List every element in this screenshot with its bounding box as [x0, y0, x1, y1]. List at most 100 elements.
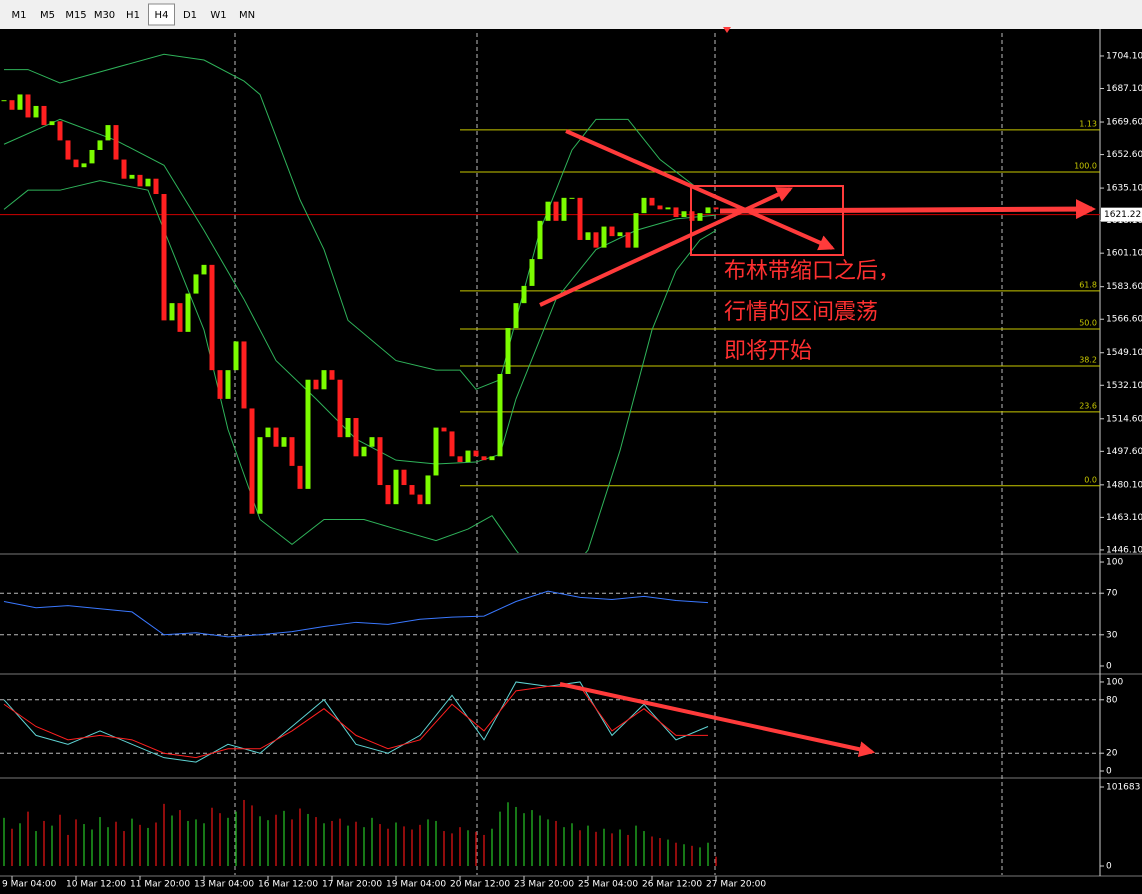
- x-tick-label: 13 Mar 04:00: [194, 880, 254, 890]
- bollinger-band: [3, 118, 717, 465]
- panel-separators: [0, 29, 1142, 877]
- y-tick-label: 1583.60: [1106, 282, 1142, 292]
- x-tick-label: 10 Mar 12:00: [66, 880, 126, 890]
- candle: [161, 194, 167, 321]
- x-tick-label: 17 Mar 20:00: [322, 880, 382, 890]
- panel: [0, 681, 1100, 763]
- price-axis: 0 101683: [1100, 783, 1140, 872]
- candle: [705, 207, 711, 214]
- timeframe-label[interactable]: H1: [126, 10, 140, 21]
- candle: [265, 427, 271, 438]
- annotation: 行情的区间震荡: [724, 300, 878, 325]
- timeframe-button[interactable]: [205, 4, 232, 25]
- timeframe-label[interactable]: H4: [155, 10, 169, 21]
- x-tick-label: 23 Mar 20:00: [514, 880, 574, 890]
- x-tick-label: 19 Mar 04:00: [386, 880, 446, 890]
- timeframe-button[interactable]: [120, 4, 146, 25]
- timeframe-label[interactable]: M30: [94, 10, 115, 21]
- timeframe-label[interactable]: M15: [65, 10, 86, 21]
- candle: [225, 370, 231, 399]
- candle: [1, 100, 7, 102]
- candle: [697, 213, 703, 221]
- candle: [321, 370, 327, 390]
- y-tick-label: 0: [1106, 862, 1112, 872]
- y-tick-label: 1669.60: [1106, 118, 1142, 128]
- candle: [409, 485, 415, 495]
- bollinger-band: [4, 53, 717, 390]
- y-tick-label: 1480.10: [1106, 480, 1142, 490]
- timeframe-button[interactable]: [6, 4, 32, 25]
- candle: [585, 232, 591, 240]
- timeframe-label[interactable]: MN: [239, 10, 255, 21]
- timeframe-label[interactable]: D1: [183, 10, 197, 21]
- candle: [33, 105, 39, 118]
- candle: [489, 456, 495, 461]
- candle: [553, 201, 559, 221]
- y-tick-label: 0: [1106, 767, 1112, 777]
- period-separators: [234, 33, 1003, 875]
- x-tick-label: 11 Mar 20:00: [130, 880, 190, 890]
- y-tick-label: 1497.60: [1106, 447, 1142, 457]
- candle: [217, 370, 223, 399]
- candle: [425, 475, 431, 505]
- timeframe-label[interactable]: M1: [12, 10, 27, 21]
- timeframe-button[interactable]: [148, 3, 175, 26]
- candle: [153, 178, 159, 195]
- candle: [417, 494, 423, 505]
- x-tick-label: 27 Mar 20:00: [706, 880, 766, 890]
- price-axis: 1704.101687.101669.601652.601635.101618.…: [1100, 51, 1142, 555]
- timeframe-label[interactable]: W1: [210, 10, 226, 21]
- y-tick-label: 1704.10: [1106, 51, 1142, 61]
- timeframe-button[interactable]: [63, 4, 89, 25]
- candle: [337, 379, 343, 438]
- y-tick-label: 1463.10: [1106, 513, 1142, 523]
- panel: [0, 590, 1100, 638]
- timeframe-button[interactable]: [234, 4, 260, 25]
- timeframe-button[interactable]: [177, 4, 203, 25]
- timeframe-label[interactable]: M5: [40, 10, 55, 21]
- candle: [257, 437, 263, 514]
- fib-label: 50.0: [1079, 318, 1097, 327]
- candle: [97, 140, 103, 150]
- y-tick-label: 1566.60: [1106, 315, 1142, 325]
- candle: [177, 303, 183, 332]
- candle: [145, 178, 151, 187]
- y-tick-label: 70: [1106, 589, 1118, 599]
- timeframe-button[interactable]: [91, 4, 118, 25]
- chart-background: [0, 29, 1142, 894]
- panel: [3, 799, 717, 867]
- panel: 1.13 100.0 61.8 50.0 38.2 23.6 0.0: [0, 53, 1100, 553]
- annotation: 布林带缩口之后，: [724, 259, 900, 284]
- timeframe-button[interactable]: [34, 4, 61, 25]
- candle: [649, 197, 655, 206]
- candle: [57, 121, 63, 141]
- candle: [89, 149, 95, 164]
- candle: [441, 427, 447, 432]
- y-tick-label: 1514.60: [1106, 414, 1142, 424]
- candle: [209, 264, 215, 371]
- candle: [601, 226, 607, 248]
- y-tick-label: 1601.10: [1106, 249, 1142, 259]
- candle: [593, 232, 599, 248]
- y-tick-label: 101683: [1106, 783, 1140, 793]
- candle: [393, 469, 399, 505]
- candle: [273, 427, 279, 447]
- x-tick-label: 9 Mar 04:00: [2, 880, 57, 890]
- candle: [25, 94, 31, 118]
- y-tick-label: 1687.10: [1106, 84, 1142, 94]
- timeframe-bar: M1 M5 M15 M30 H1 H4 D1 W1 MN: [6, 3, 260, 26]
- y-tick-label: 1652.60: [1106, 150, 1142, 160]
- candle: [49, 121, 55, 126]
- fib-label: 0.0: [1084, 475, 1097, 484]
- candle: [433, 427, 439, 476]
- candle: [545, 201, 551, 221]
- fib-label: 61.8: [1079, 280, 1097, 289]
- candle: [121, 159, 127, 179]
- y-tick-label: 1549.10: [1106, 348, 1142, 358]
- candle: [521, 285, 527, 304]
- candle: [353, 418, 359, 457]
- candle: [105, 125, 111, 141]
- candle: [289, 437, 295, 466]
- candle: [329, 370, 335, 380]
